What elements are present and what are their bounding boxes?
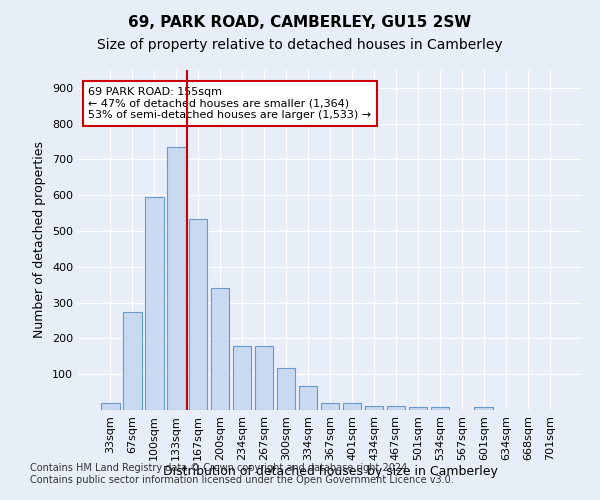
Text: 69 PARK ROAD: 155sqm
← 47% of detached houses are smaller (1,364)
53% of semi-de: 69 PARK ROAD: 155sqm ← 47% of detached h… — [88, 87, 371, 120]
Bar — [365, 406, 383, 410]
Bar — [233, 346, 251, 410]
Bar — [299, 386, 317, 410]
Bar — [145, 197, 164, 410]
Bar — [475, 407, 493, 410]
Bar — [409, 407, 427, 410]
Bar — [211, 288, 229, 410]
Text: Size of property relative to detached houses in Camberley: Size of property relative to detached ho… — [97, 38, 503, 52]
Bar — [101, 403, 119, 410]
Bar — [167, 147, 185, 410]
Bar — [277, 368, 295, 410]
Bar — [255, 346, 274, 410]
Bar — [343, 403, 361, 410]
Y-axis label: Number of detached properties: Number of detached properties — [34, 142, 46, 338]
Bar — [320, 403, 340, 410]
Bar — [189, 218, 208, 410]
Bar — [386, 406, 405, 410]
Text: Contains HM Land Registry data © Crown copyright and database right 2024.
Contai: Contains HM Land Registry data © Crown c… — [30, 464, 454, 485]
Text: 69, PARK ROAD, CAMBERLEY, GU15 2SW: 69, PARK ROAD, CAMBERLEY, GU15 2SW — [128, 15, 472, 30]
Bar — [431, 407, 449, 410]
X-axis label: Distribution of detached houses by size in Camberley: Distribution of detached houses by size … — [163, 466, 497, 478]
Bar — [123, 312, 142, 410]
